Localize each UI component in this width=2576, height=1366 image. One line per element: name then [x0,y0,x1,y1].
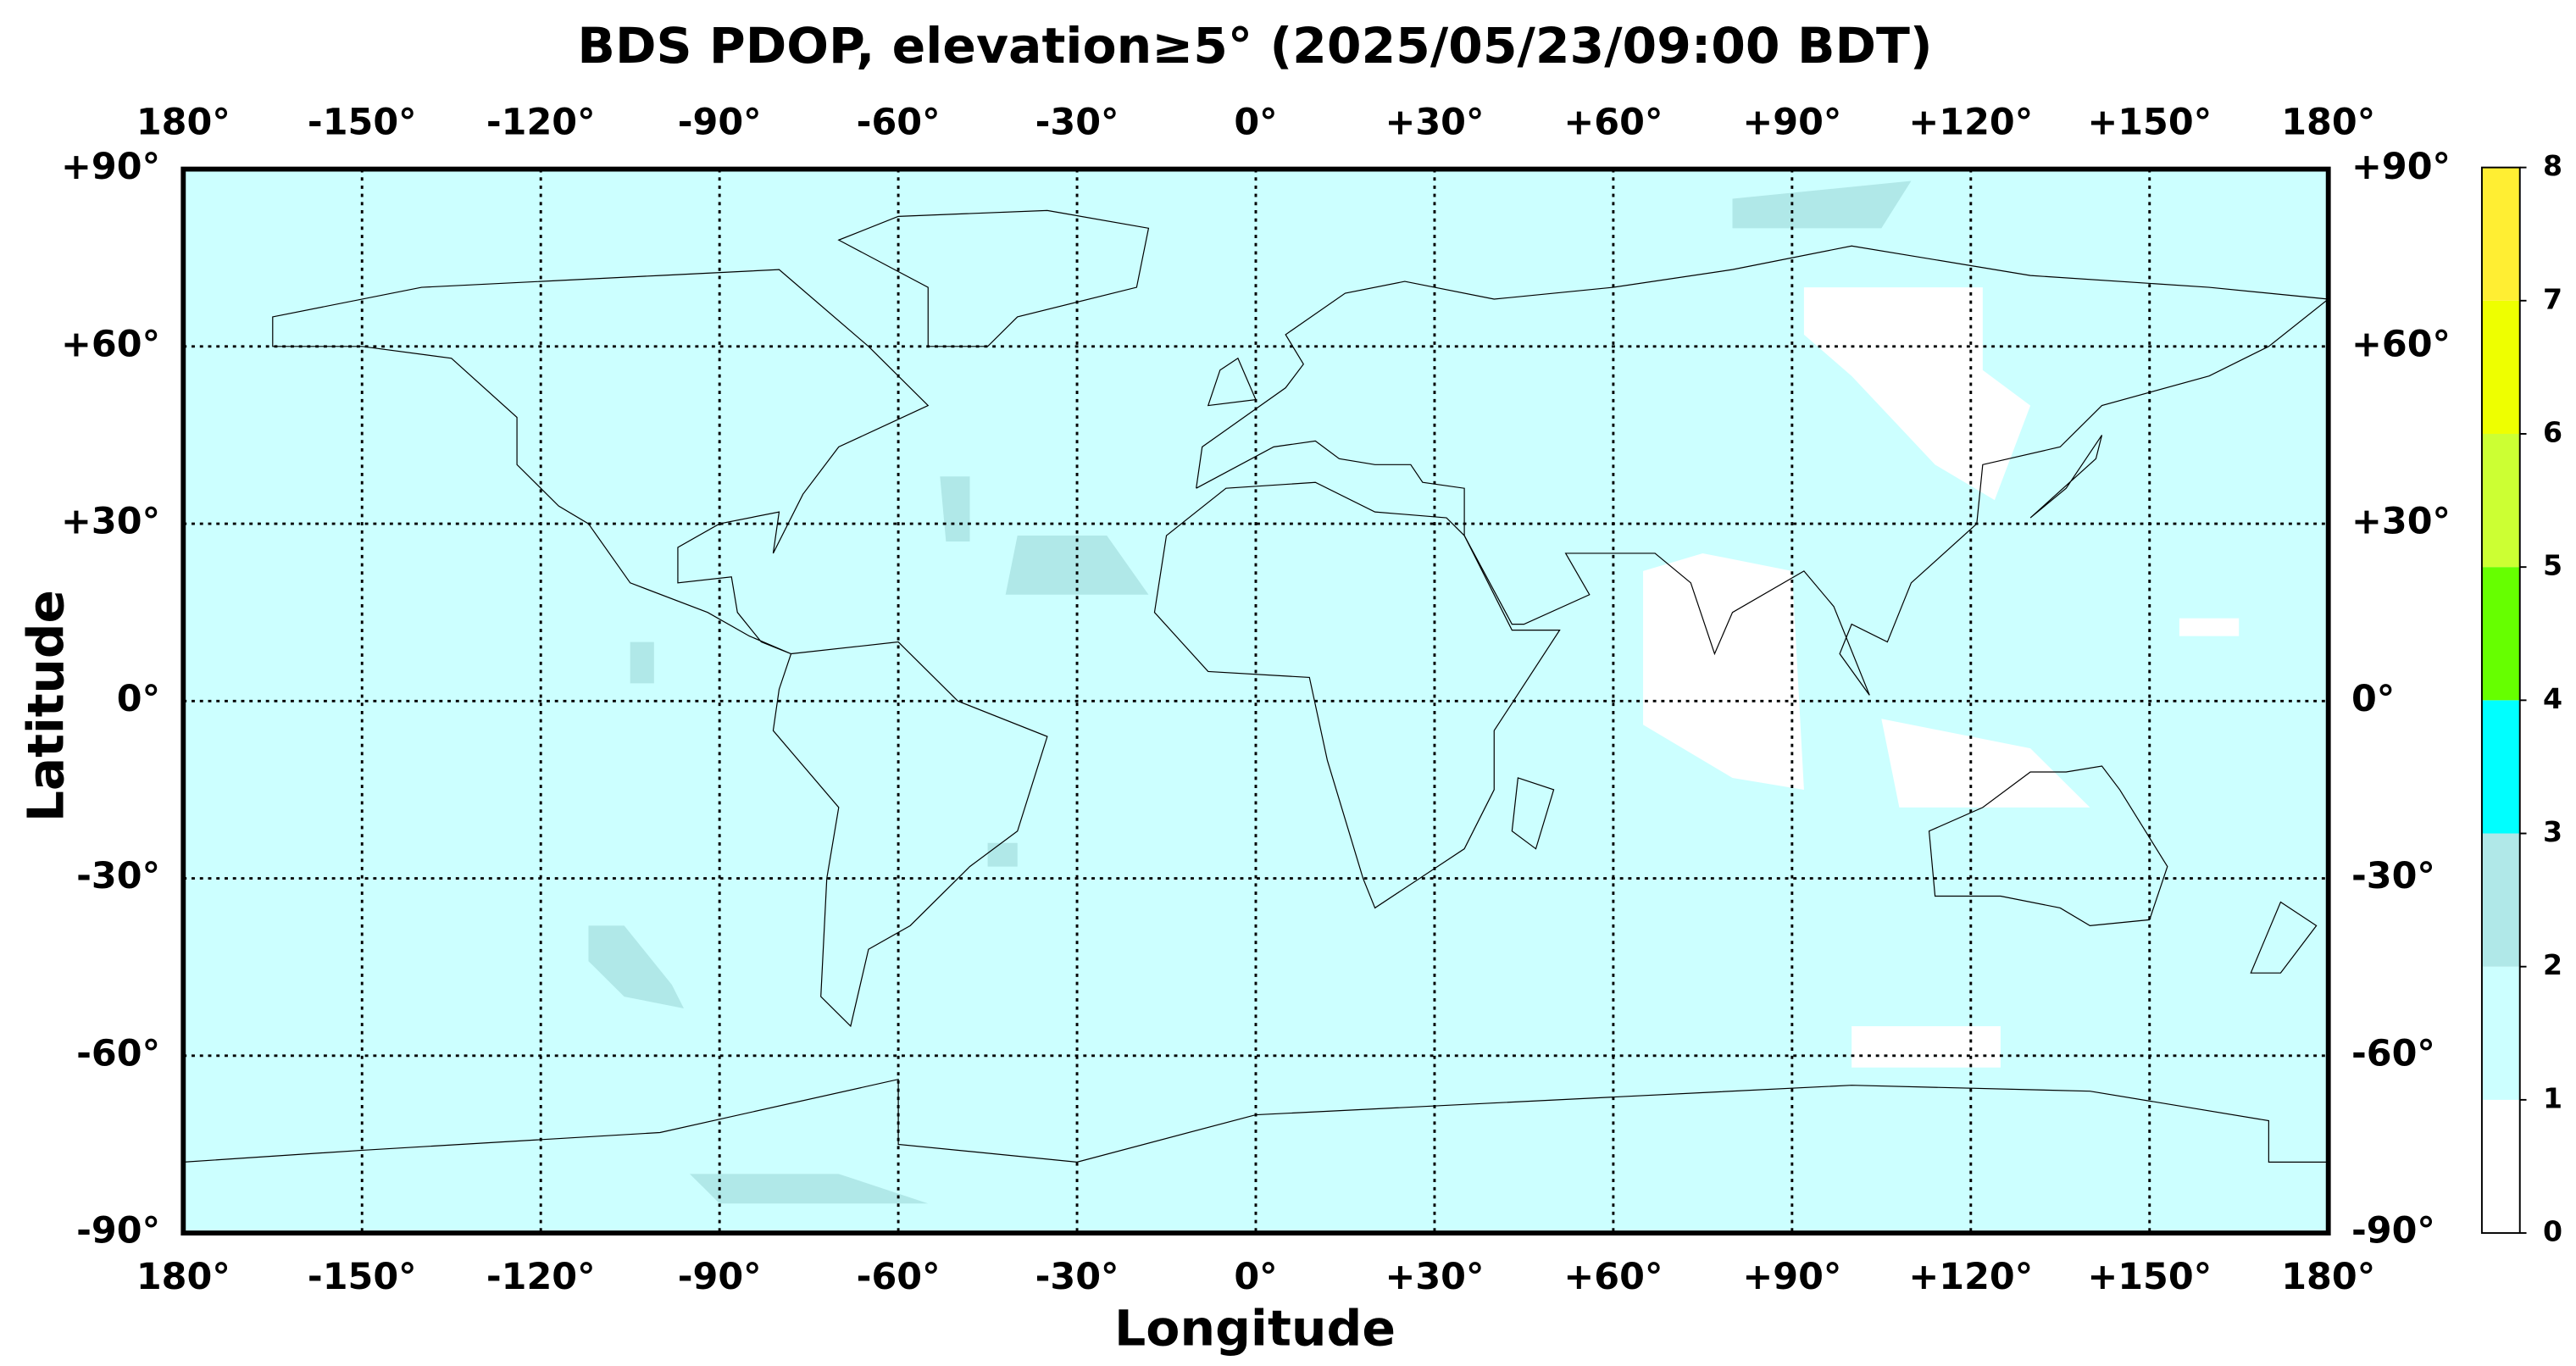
area [2179,618,2240,636]
area [1803,287,2031,501]
y-tick-label: +30° [61,501,160,543]
x-tick-label-top: +150° [2087,102,2212,144]
y-tick-label-right: 0° [2351,678,2395,720]
x-tick-label: +60° [1563,1256,1663,1298]
colorbar-tick-label: 2 [2543,948,2562,981]
y-tick-label: -30° [76,855,160,897]
coastline [1929,766,2168,925]
y-axis-label: Latitude [17,590,75,822]
map-layer [183,180,2329,1204]
x-tick-label: 180° [136,1256,230,1298]
map-frame [180,166,2331,1236]
area [630,641,654,684]
chart-title: BDS PDOP, elevation≥5° (2025/05/23/09:00… [577,17,1932,75]
colorbar-tick-label: 6 [2543,416,2562,449]
y-tick-label-right: -90° [2351,1210,2435,1252]
x-tick-label-top: +120° [1908,102,2033,144]
colorbar-bin [2481,300,2520,434]
coastline [839,210,1149,346]
y-tick-label-right: +60° [2351,323,2451,365]
y-tick-label: -60° [76,1032,160,1074]
x-tick-label: +150° [2087,1256,2212,1298]
coastline [1512,778,1553,849]
mid-dop-areas [588,180,1912,1204]
x-tick-label-top: +30° [1385,102,1484,144]
colorbar-tick-label: 3 [2543,815,2562,848]
colorbar-bin [2481,167,2520,301]
x-tick-label: -30° [1035,1256,1119,1298]
x-tick-label: 180° [2281,1256,2375,1298]
y-tick-label-right: -30° [2351,855,2435,897]
x-tick-label: +30° [1385,1256,1484,1298]
colorbar-tick-label: 7 [2543,282,2562,315]
coastline [1196,246,2329,695]
coastline [1208,358,1256,406]
y-tick-label-right: +90° [2351,146,2451,188]
x-axis-label: Longitude [1114,1300,1396,1358]
coastline [2030,435,2101,518]
colorbar-bin [2481,700,2520,834]
x-tick-label: +90° [1742,1256,1841,1298]
y-tick-label: +90° [61,146,160,188]
coastline [773,642,1046,1026]
y-tick-label: 0° [117,678,160,720]
x-tick-label-top: -30° [1035,102,1119,144]
area [1881,719,2090,808]
x-tick-label-top: +60° [1563,102,1663,144]
x-tick-label-top: 180° [2281,102,2375,144]
area [1643,553,1804,790]
x-tick-label: -120° [486,1256,596,1298]
colorbar-bin [2481,567,2520,701]
x-tick-label-top: 0° [1234,102,1277,144]
y-tick-label-right: -60° [2351,1032,2435,1074]
x-tick-label-top: -60° [857,102,941,144]
x-tick-label-top: -150° [308,102,417,144]
colorbar-tick-label: 1 [2543,1081,2562,1114]
x-tick-label: 0° [1234,1256,1277,1298]
area [690,1174,929,1204]
colorbar-tick-label: 5 [2543,549,2562,582]
x-tick-label: -60° [857,1256,941,1298]
area [1852,1025,2001,1068]
x-tick-label: -150° [308,1256,417,1298]
colorbar-bin [2481,966,2520,1100]
colorbar-bin [2481,433,2520,568]
colorbar-bin [2481,1099,2520,1234]
y-tick-label: +60° [61,323,160,365]
colorbar-bin [2481,833,2520,967]
x-tick-label: -90° [678,1256,762,1298]
area [1732,180,1912,229]
y-tick-label-right: +30° [2351,501,2451,543]
low-dop-areas [1643,287,2240,1068]
coastline [1154,482,1559,908]
x-tick-label-top: 180° [136,102,230,144]
y-tick-label: -90° [76,1210,160,1252]
colorbar-tick-label: 0 [2543,1215,2562,1248]
x-tick-label: +120° [1908,1256,2033,1298]
x-tick-label-top: +90° [1742,102,1841,144]
area [987,842,1018,867]
x-tick-label-top: -90° [678,102,762,144]
colorbar-tick-label: 8 [2543,149,2562,182]
area [588,925,684,1009]
area [940,476,970,541]
coastline [2251,902,2316,973]
x-tick-label-top: -120° [486,102,596,144]
colorbar-tick-label: 4 [2543,682,2562,715]
